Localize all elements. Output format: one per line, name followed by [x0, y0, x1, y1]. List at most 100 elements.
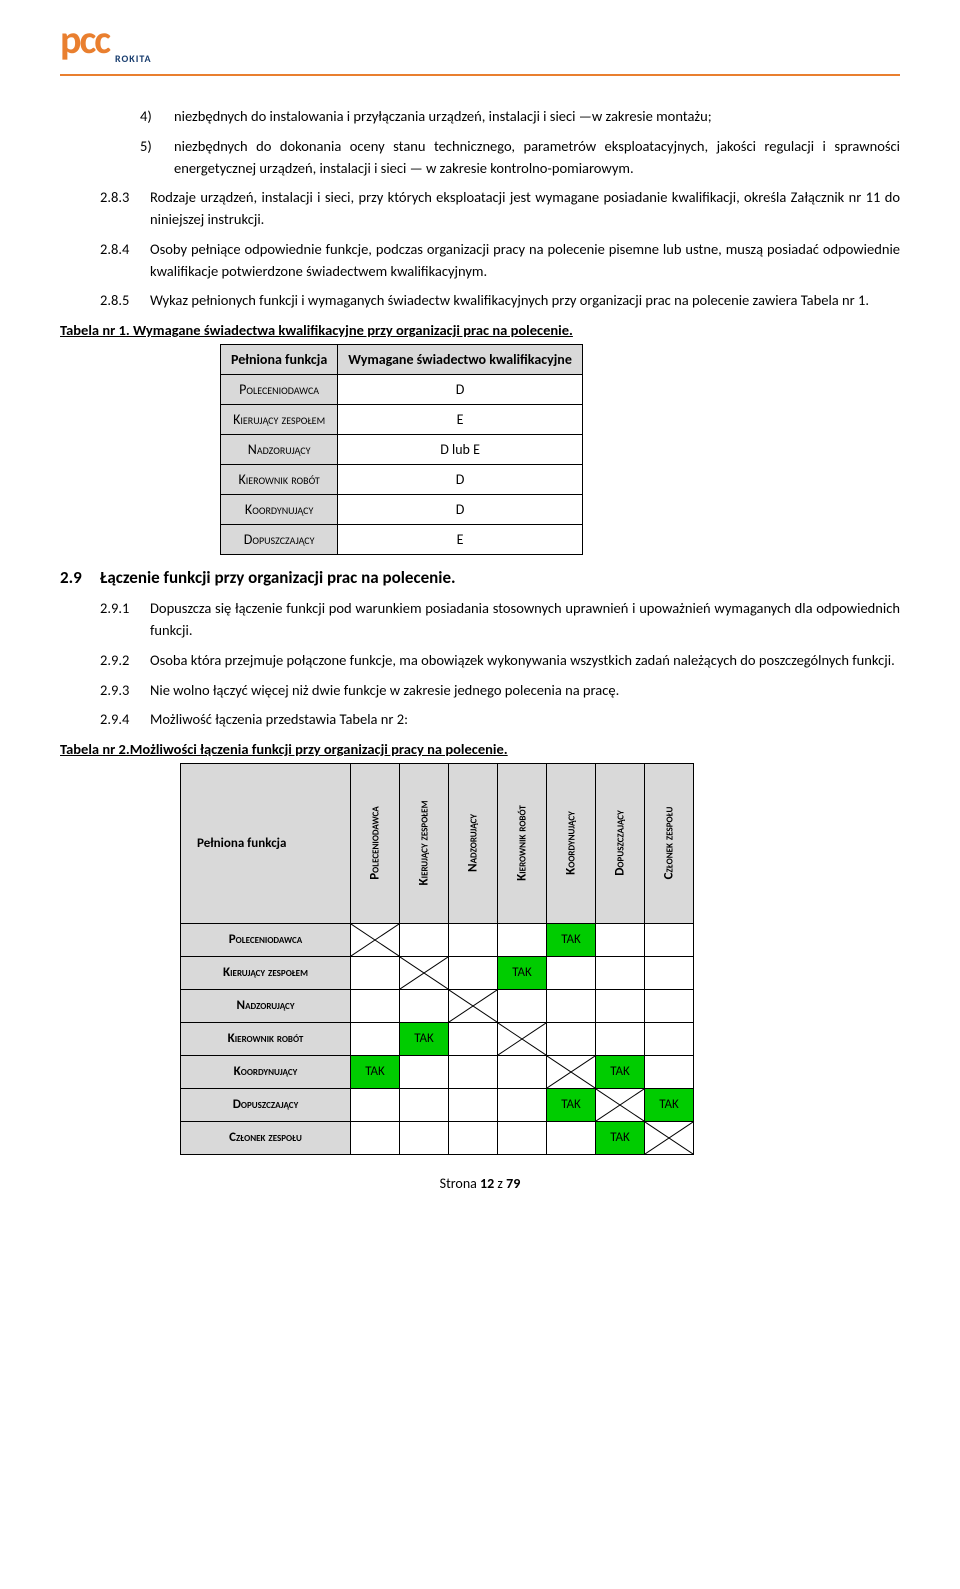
table-cell — [645, 1055, 694, 1088]
table-cell — [498, 989, 547, 1022]
table-cell — [351, 1088, 400, 1121]
table-cell — [498, 923, 547, 956]
table2-caption: Tabela nr 2.Możliwości łączenia funkcji … — [60, 739, 900, 761]
paragraph: 2.8.4 Osoby pełniące odpowiednie funkcje… — [100, 239, 900, 283]
table-cell — [400, 1088, 449, 1121]
table-corner: Pełniona funkcja — [181, 763, 351, 923]
para-number: 2.9.2 — [100, 650, 150, 672]
table-row-header: Dopuszczający — [181, 1088, 351, 1121]
table-cell: Poleceniodawca — [221, 374, 338, 404]
table-cell — [645, 1121, 694, 1154]
item-number: 4) — [140, 106, 174, 128]
table-row: Kierujący zespołemTAK — [181, 956, 694, 989]
table-row: KoordynującyD — [221, 494, 583, 524]
table-cell — [449, 1055, 498, 1088]
table-cell — [449, 923, 498, 956]
table-row: KoordynującyTAKTAK — [181, 1055, 694, 1088]
table-cell — [400, 1055, 449, 1088]
table-cell: D — [338, 374, 583, 404]
table-col-header: Dopuszczający — [596, 763, 645, 923]
table-cell: Koordynujący — [221, 494, 338, 524]
table-header: Pełniona funkcja — [221, 344, 338, 374]
table-cell — [596, 989, 645, 1022]
table-row-header: Koordynujący — [181, 1055, 351, 1088]
table-row: NadzorującyD lub E — [221, 434, 583, 464]
table1-caption: Tabela nr 1. Wymagane świadectwa kwalifi… — [60, 320, 900, 342]
table-cell — [351, 956, 400, 989]
paragraph: 2.9.2 Osoba która przejmuje połączone fu… — [100, 650, 900, 672]
table-cell — [645, 923, 694, 956]
table-row: Kierownik robótD — [221, 464, 583, 494]
footer-page: 12 — [480, 1175, 494, 1192]
table-cell — [596, 1088, 645, 1121]
logo-main: pcc — [60, 10, 109, 70]
table-row-header: Nadzorujący — [181, 989, 351, 1022]
section-heading: 2.9 Łączenie funkcji przy organizacji pr… — [60, 565, 900, 591]
table-row-header: Kierownik robót — [181, 1022, 351, 1055]
table-cell: E — [338, 404, 583, 434]
table-col-header: Koordynujący — [547, 763, 596, 923]
table-cell: D — [338, 494, 583, 524]
paragraph: 2.8.5 Wykaz pełnionych funkcji i wymagan… — [100, 290, 900, 312]
paragraph: 2.8.3 Rodzaje urządzeń, instalacji i sie… — [100, 187, 900, 231]
footer-prefix: Strona — [440, 1175, 480, 1192]
table2: Pełniona funkcja Poleceniodawca Kierując… — [180, 763, 694, 1155]
table-col-header: Kierownik robót — [498, 763, 547, 923]
table-row: DopuszczającyE — [221, 524, 583, 554]
table-row: Kierownik robótTAK — [181, 1022, 694, 1055]
table-cell: Kierownik robót — [221, 464, 338, 494]
item-text: niezbędnych do instalowania i przyłączan… — [174, 106, 900, 128]
footer-mid: z — [494, 1175, 506, 1192]
table-cell — [596, 923, 645, 956]
table-row: PoleceniodawcaD — [221, 374, 583, 404]
table-cell: E — [338, 524, 583, 554]
table-cell — [498, 1022, 547, 1055]
para-text: Rodzaje urządzeń, instalacji i sieci, pr… — [150, 187, 900, 231]
para-number: 2.8.3 — [100, 187, 150, 231]
footer-total: 79 — [506, 1175, 520, 1192]
para-text: Wykaz pełnionych funkcji i wymaganych św… — [150, 290, 900, 312]
table-cell — [449, 1088, 498, 1121]
table-cell: TAK — [547, 1088, 596, 1121]
item-text: niezbędnych do dokonania oceny stanu tec… — [174, 136, 900, 180]
logo: pcc ROKITA — [60, 10, 900, 76]
logo-sub: ROKITA — [115, 51, 152, 66]
table-cell — [547, 956, 596, 989]
para-number: 2.9.1 — [100, 598, 150, 642]
para-text: Możliwość łączenia przedstawia Tabela nr… — [150, 709, 900, 731]
table-cell — [547, 989, 596, 1022]
table-cell — [351, 923, 400, 956]
table1: Pełniona funkcja Wymagane świadectwo kwa… — [220, 344, 583, 555]
table-cell — [596, 956, 645, 989]
table-cell — [645, 956, 694, 989]
table-cell — [449, 989, 498, 1022]
table-cell: Dopuszczający — [221, 524, 338, 554]
table-cell — [596, 1022, 645, 1055]
table-cell — [645, 989, 694, 1022]
table-cell: TAK — [596, 1121, 645, 1154]
table-cell — [400, 923, 449, 956]
table-row-header: Członek zespołu — [181, 1121, 351, 1154]
table-row: Członek zespołu TAK — [181, 1121, 694, 1154]
table-cell: Kierujący zespołem — [221, 404, 338, 434]
table-cell — [498, 1055, 547, 1088]
section-number: 2.9 — [60, 565, 100, 591]
section-title: Łączenie funkcji przy organizacji prac n… — [100, 565, 456, 591]
table-cell — [400, 989, 449, 1022]
table-col-header: Członek zespołu — [645, 763, 694, 923]
list-item: 4) niezbędnych do instalowania i przyłąc… — [140, 106, 900, 128]
paragraph: 2.9.1 Dopuszcza się łączenie funkcji pod… — [100, 598, 900, 642]
table-cell — [547, 1055, 596, 1088]
page-footer: Strona 12 z 79 — [60, 1173, 900, 1194]
table-cell — [498, 1088, 547, 1121]
para-text: Osoby pełniące odpowiednie funkcje, podc… — [150, 239, 900, 283]
para-text: Nie wolno łączyć więcej niż dwie funkcje… — [150, 680, 900, 702]
table-row-header: Kierujący zespołem — [181, 956, 351, 989]
table-row: Pełniona funkcja Poleceniodawca Kierując… — [181, 763, 694, 923]
table-row: Pełniona funkcja Wymagane świadectwo kwa… — [221, 344, 583, 374]
document-page: pcc ROKITA 4) niezbędnych do instalowani… — [0, 0, 960, 1224]
paragraph: 2.9.4 Możliwość łączenia przedstawia Tab… — [100, 709, 900, 731]
table-cell — [449, 956, 498, 989]
table-col-header: Nadzorujący — [449, 763, 498, 923]
paragraph: 2.9.3 Nie wolno łączyć więcej niż dwie f… — [100, 680, 900, 702]
